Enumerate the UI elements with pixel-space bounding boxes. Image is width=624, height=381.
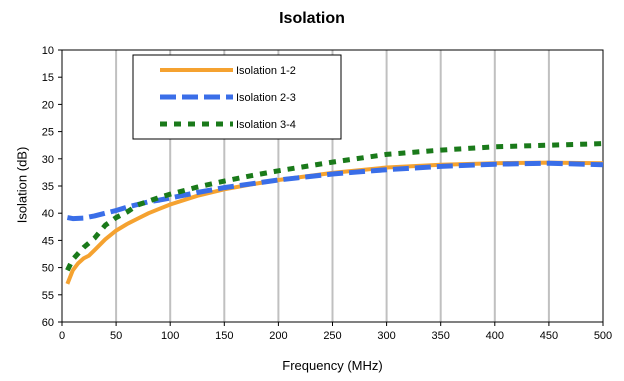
x-tick-label: 300	[377, 330, 395, 342]
x-tick-label: 150	[215, 330, 233, 342]
x-tick-label: 250	[323, 330, 341, 342]
y-tick-label: 10	[42, 45, 54, 57]
x-tick-label: 50	[110, 330, 122, 342]
x-tick-label: 350	[432, 330, 450, 342]
series-line-3	[65, 141, 604, 272]
x-tick-label: 0	[59, 330, 65, 342]
x-axis-label: Frequency (MHz)	[282, 358, 383, 373]
y-tick-label: 45	[42, 235, 54, 247]
x-tick-label: 500	[594, 330, 612, 342]
legend-label: Isolation 3-4	[236, 119, 296, 131]
legend-label: Isolation 2-3	[236, 92, 296, 104]
y-axis-label: Isolation (dB)	[14, 146, 30, 224]
y-tick-label: 15	[42, 72, 54, 84]
y-tick-label: 60	[42, 317, 54, 329]
x-tick-label: 200	[269, 330, 287, 342]
x-tick-label: 400	[486, 330, 504, 342]
y-tick-label: 30	[42, 154, 54, 166]
chart-title: Isolation	[279, 10, 345, 27]
series-line-2	[66, 160, 604, 222]
y-tick-label: 20	[42, 99, 54, 111]
legend-label: Isolation 1-2	[236, 65, 296, 77]
y-tick-label: 55	[42, 290, 54, 302]
y-tick-label: 50	[42, 263, 54, 275]
y-tick-label: 25	[42, 127, 54, 139]
y-tick-label: 40	[42, 208, 54, 220]
x-tick-label: 100	[161, 330, 179, 342]
x-tick-label: 450	[540, 330, 558, 342]
series-line-1	[65, 160, 604, 285]
y-tick-label: 35	[42, 181, 54, 193]
